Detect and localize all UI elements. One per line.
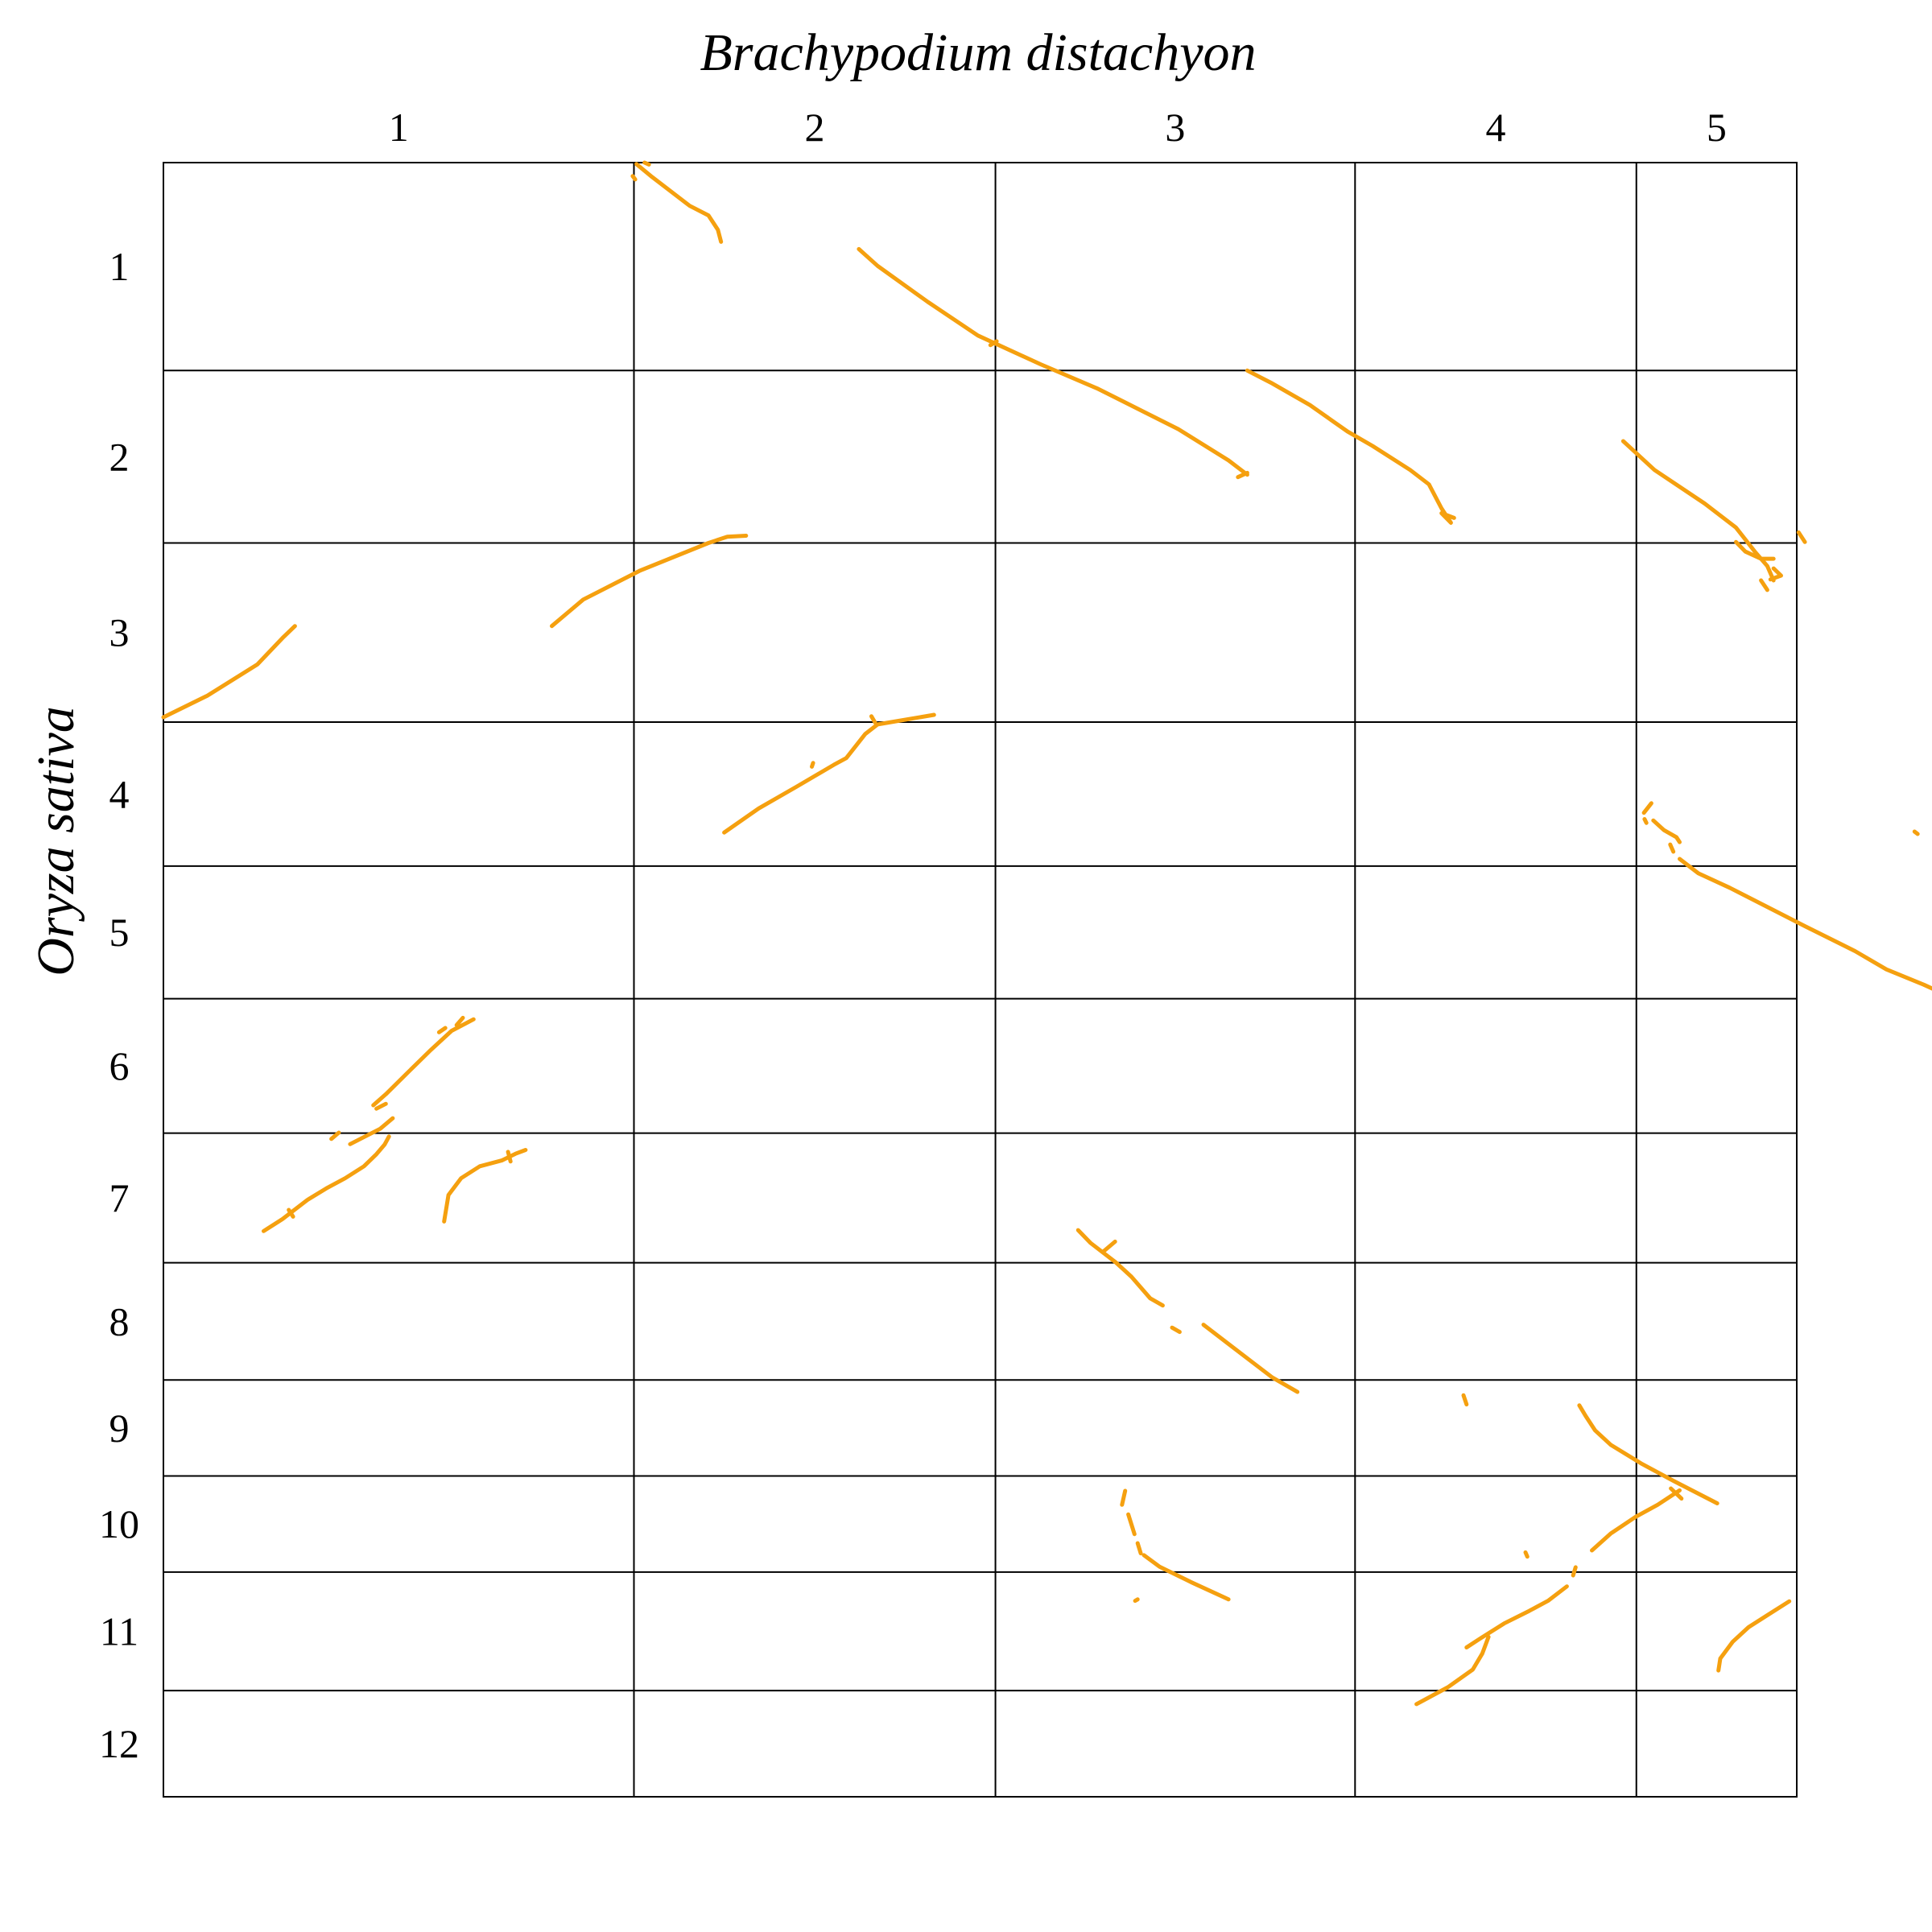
synteny-segment [287,1208,295,1219]
synteny-segment [634,162,724,244]
synteny-segment [1642,817,1649,825]
x-tick-labels: 1 2 3 4 5 [389,105,1727,150]
synteny-segment [1768,566,1783,582]
x-tick-label: 3 [1165,105,1185,150]
synteny-segment [869,714,877,725]
synteny-segment [1141,1553,1231,1602]
synteny-segment [810,761,815,769]
synteny-segment [1620,439,1776,583]
synteny-segment [348,1116,395,1146]
synteny-segment [1590,1488,1682,1553]
x-axis-title: Brachypodium distachyon [700,23,1256,82]
y-tick-label: 5 [109,910,130,955]
grid [163,162,1798,1798]
synteny-segment [454,1015,465,1027]
synteny-segment [1133,1597,1140,1604]
synteny-segment [1523,1550,1530,1559]
synteny-segment [371,1017,476,1108]
synteny-segment [988,339,999,348]
synteny-segment [1461,1393,1469,1407]
synteny-segments [161,160,1932,1707]
synteny-segment [1236,470,1249,480]
synteny-segment [1126,1512,1137,1537]
y-tick-label: 7 [109,1175,130,1220]
synteny-segment [642,160,651,167]
synteny-segment [1716,1599,1792,1673]
y-tick-label: 2 [109,434,130,479]
synteny-segment [550,534,749,629]
x-tick-label: 5 [1707,105,1727,150]
synteny-segment [1245,368,1456,525]
synteny-segment [262,1134,391,1233]
synteny-segment [506,1150,513,1164]
synteny-segment [1571,1565,1578,1578]
x-tick-label: 4 [1486,105,1506,150]
synteny-segment [374,1101,388,1111]
synteny-segment [1669,1486,1684,1501]
synteny-segment [1414,1634,1491,1707]
x-tick-label: 1 [389,105,409,150]
synteny-segment [1577,1403,1719,1505]
y-tick-label: 6 [109,1043,130,1088]
synteny-segment [436,1026,448,1034]
synteny-segment [1678,857,1932,991]
synteny-segment [161,624,297,720]
synteny-segment [1464,1584,1569,1649]
synteny-segment [442,1148,528,1224]
y-tick-label: 12 [99,1721,139,1766]
y-tick-label: 8 [109,1298,130,1344]
y-tick-label: 10 [99,1501,139,1546]
y-tick-label: 4 [109,771,130,816]
x-tick-label: 2 [805,105,825,150]
synteny-segment [1651,818,1682,844]
y-tick-label: 1 [109,244,130,289]
synteny-segment [1668,842,1676,854]
y-axis-title: Oryza sativa [27,706,85,976]
synteny-segment [1912,829,1920,836]
synteny-segment [1796,530,1807,544]
y-tick-label: 9 [109,1406,130,1451]
plot-frame [163,162,1798,1798]
synteny-segment [857,246,1249,477]
y-tick-label: 3 [109,610,130,655]
synteny-segment [1135,1541,1143,1556]
synteny-segment [1734,539,1776,561]
synteny-segment [329,1130,341,1141]
synteny-segment [1100,1239,1117,1254]
synteny-segment [630,174,638,182]
synteny-segment [1201,1323,1300,1394]
synteny-segment [1075,1228,1165,1308]
synteny-segment [1641,801,1653,815]
synteny-segment [1759,578,1769,592]
synteny-segment [722,712,936,835]
synteny-segment [1170,1325,1182,1335]
synteny-segment [1120,1488,1128,1507]
y-tick-label: 11 [100,1608,138,1653]
